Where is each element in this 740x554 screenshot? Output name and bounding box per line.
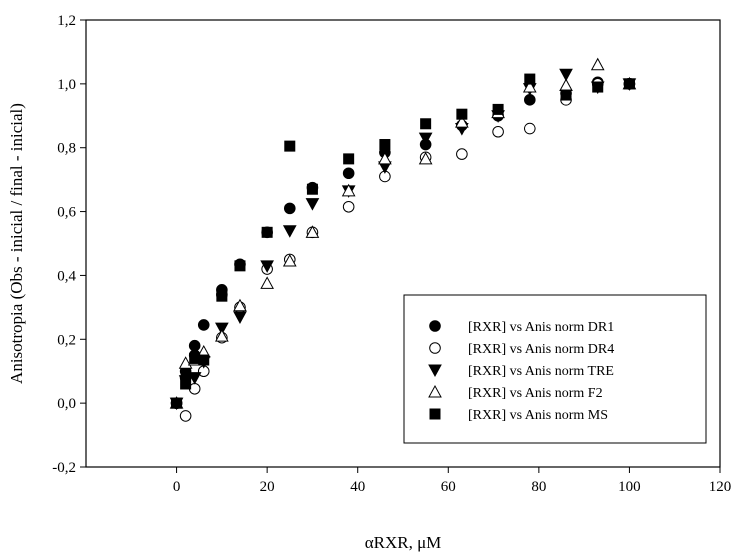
data-point bbox=[197, 319, 210, 331]
data-point bbox=[524, 94, 536, 106]
data-point bbox=[215, 329, 229, 342]
data-point bbox=[233, 311, 247, 324]
axis-ticks: 0 20 40 60 80 100 120 -0,2 0,0 0,2 0,4 0,6 0,8 1,0 1,2 bbox=[52, 13, 731, 495]
data-point bbox=[492, 125, 504, 138]
data-point bbox=[282, 254, 297, 267]
data-point bbox=[592, 81, 604, 93]
x-tick-label: 0 bbox=[173, 479, 181, 495]
data-point bbox=[522, 80, 537, 93]
data-point bbox=[560, 89, 572, 101]
data-point bbox=[306, 183, 318, 195]
data-point bbox=[524, 73, 536, 85]
data-point bbox=[456, 108, 468, 120]
data-point bbox=[179, 410, 192, 422]
data-point bbox=[171, 397, 183, 409]
legend-label: [RXR] vs Anis norm MS bbox=[468, 408, 608, 423]
legend-marker bbox=[429, 408, 441, 420]
legend-marker bbox=[428, 364, 442, 378]
data-point bbox=[420, 118, 432, 130]
legend-label: [RXR] vs Anis norm F2 bbox=[468, 386, 603, 401]
data-point bbox=[283, 202, 296, 215]
y-tick-label: 0,8 bbox=[57, 141, 76, 157]
y-tick-label: 0,4 bbox=[57, 268, 76, 284]
y-tick-label: 0,0 bbox=[57, 396, 76, 412]
data-point bbox=[343, 153, 355, 165]
data-point bbox=[216, 290, 228, 302]
data-point bbox=[233, 298, 247, 312]
legend-label: [RXR] vs Anis norm DR1 bbox=[468, 320, 614, 335]
data-point bbox=[455, 115, 469, 128]
data-points bbox=[169, 57, 637, 422]
plot-border bbox=[85, 19, 721, 468]
data-point bbox=[456, 148, 468, 160]
data-point bbox=[341, 183, 356, 197]
data-point bbox=[623, 78, 635, 90]
legend-box bbox=[403, 294, 707, 444]
y-tick-label: 0,6 bbox=[57, 205, 76, 221]
data-point bbox=[342, 167, 355, 180]
y-tick-label: -0,2 bbox=[52, 460, 76, 476]
legend-marker bbox=[429, 342, 441, 354]
data-point bbox=[260, 276, 274, 289]
data-point bbox=[305, 198, 320, 211]
plot-area bbox=[85, 19, 721, 468]
data-point bbox=[379, 139, 391, 151]
data-point bbox=[378, 151, 392, 165]
data-point bbox=[189, 352, 201, 364]
x-tick-label: 20 bbox=[260, 479, 275, 495]
data-point bbox=[559, 68, 573, 82]
data-point bbox=[284, 140, 296, 152]
y-axis-label: Anisotropia (Obs - inicial / final - ini… bbox=[7, 103, 26, 384]
legend-label: [RXR] vs Anis norm TRE bbox=[468, 364, 614, 379]
data-point bbox=[524, 122, 536, 135]
legend: [RXR] vs Anis norm DR1 [RXR] vs Anis norm… bbox=[403, 294, 707, 444]
y-tick-label: 1,0 bbox=[57, 77, 76, 93]
data-point bbox=[418, 132, 433, 146]
legend-marker bbox=[429, 320, 441, 332]
legend-marker bbox=[428, 384, 442, 398]
y-tick-label: 1,2 bbox=[57, 13, 76, 29]
x-tick-label: 80 bbox=[531, 479, 546, 495]
data-point bbox=[305, 225, 320, 238]
data-point bbox=[590, 57, 605, 71]
data-point bbox=[188, 339, 201, 352]
x-tick-label: 100 bbox=[618, 479, 641, 495]
x-tick-label: 120 bbox=[709, 479, 732, 495]
data-point bbox=[342, 200, 355, 213]
y-tick-label: 0,2 bbox=[57, 332, 76, 348]
x-tick-label: 60 bbox=[441, 479, 456, 495]
x-tick-label: 40 bbox=[350, 479, 365, 495]
data-point bbox=[234, 260, 246, 272]
data-point bbox=[187, 372, 202, 385]
legend-label: [RXR] vs Anis norm DR4 bbox=[468, 342, 614, 357]
series-5 bbox=[171, 73, 635, 409]
data-point bbox=[180, 378, 192, 390]
data-point bbox=[198, 354, 210, 366]
data-point bbox=[492, 103, 504, 115]
data-point bbox=[282, 225, 297, 238]
data-point bbox=[418, 151, 433, 165]
data-point bbox=[215, 322, 229, 336]
data-point bbox=[260, 260, 274, 273]
x-axis-label: αRXR, μM bbox=[365, 533, 442, 552]
data-point bbox=[261, 226, 273, 238]
data-point bbox=[559, 78, 573, 91]
